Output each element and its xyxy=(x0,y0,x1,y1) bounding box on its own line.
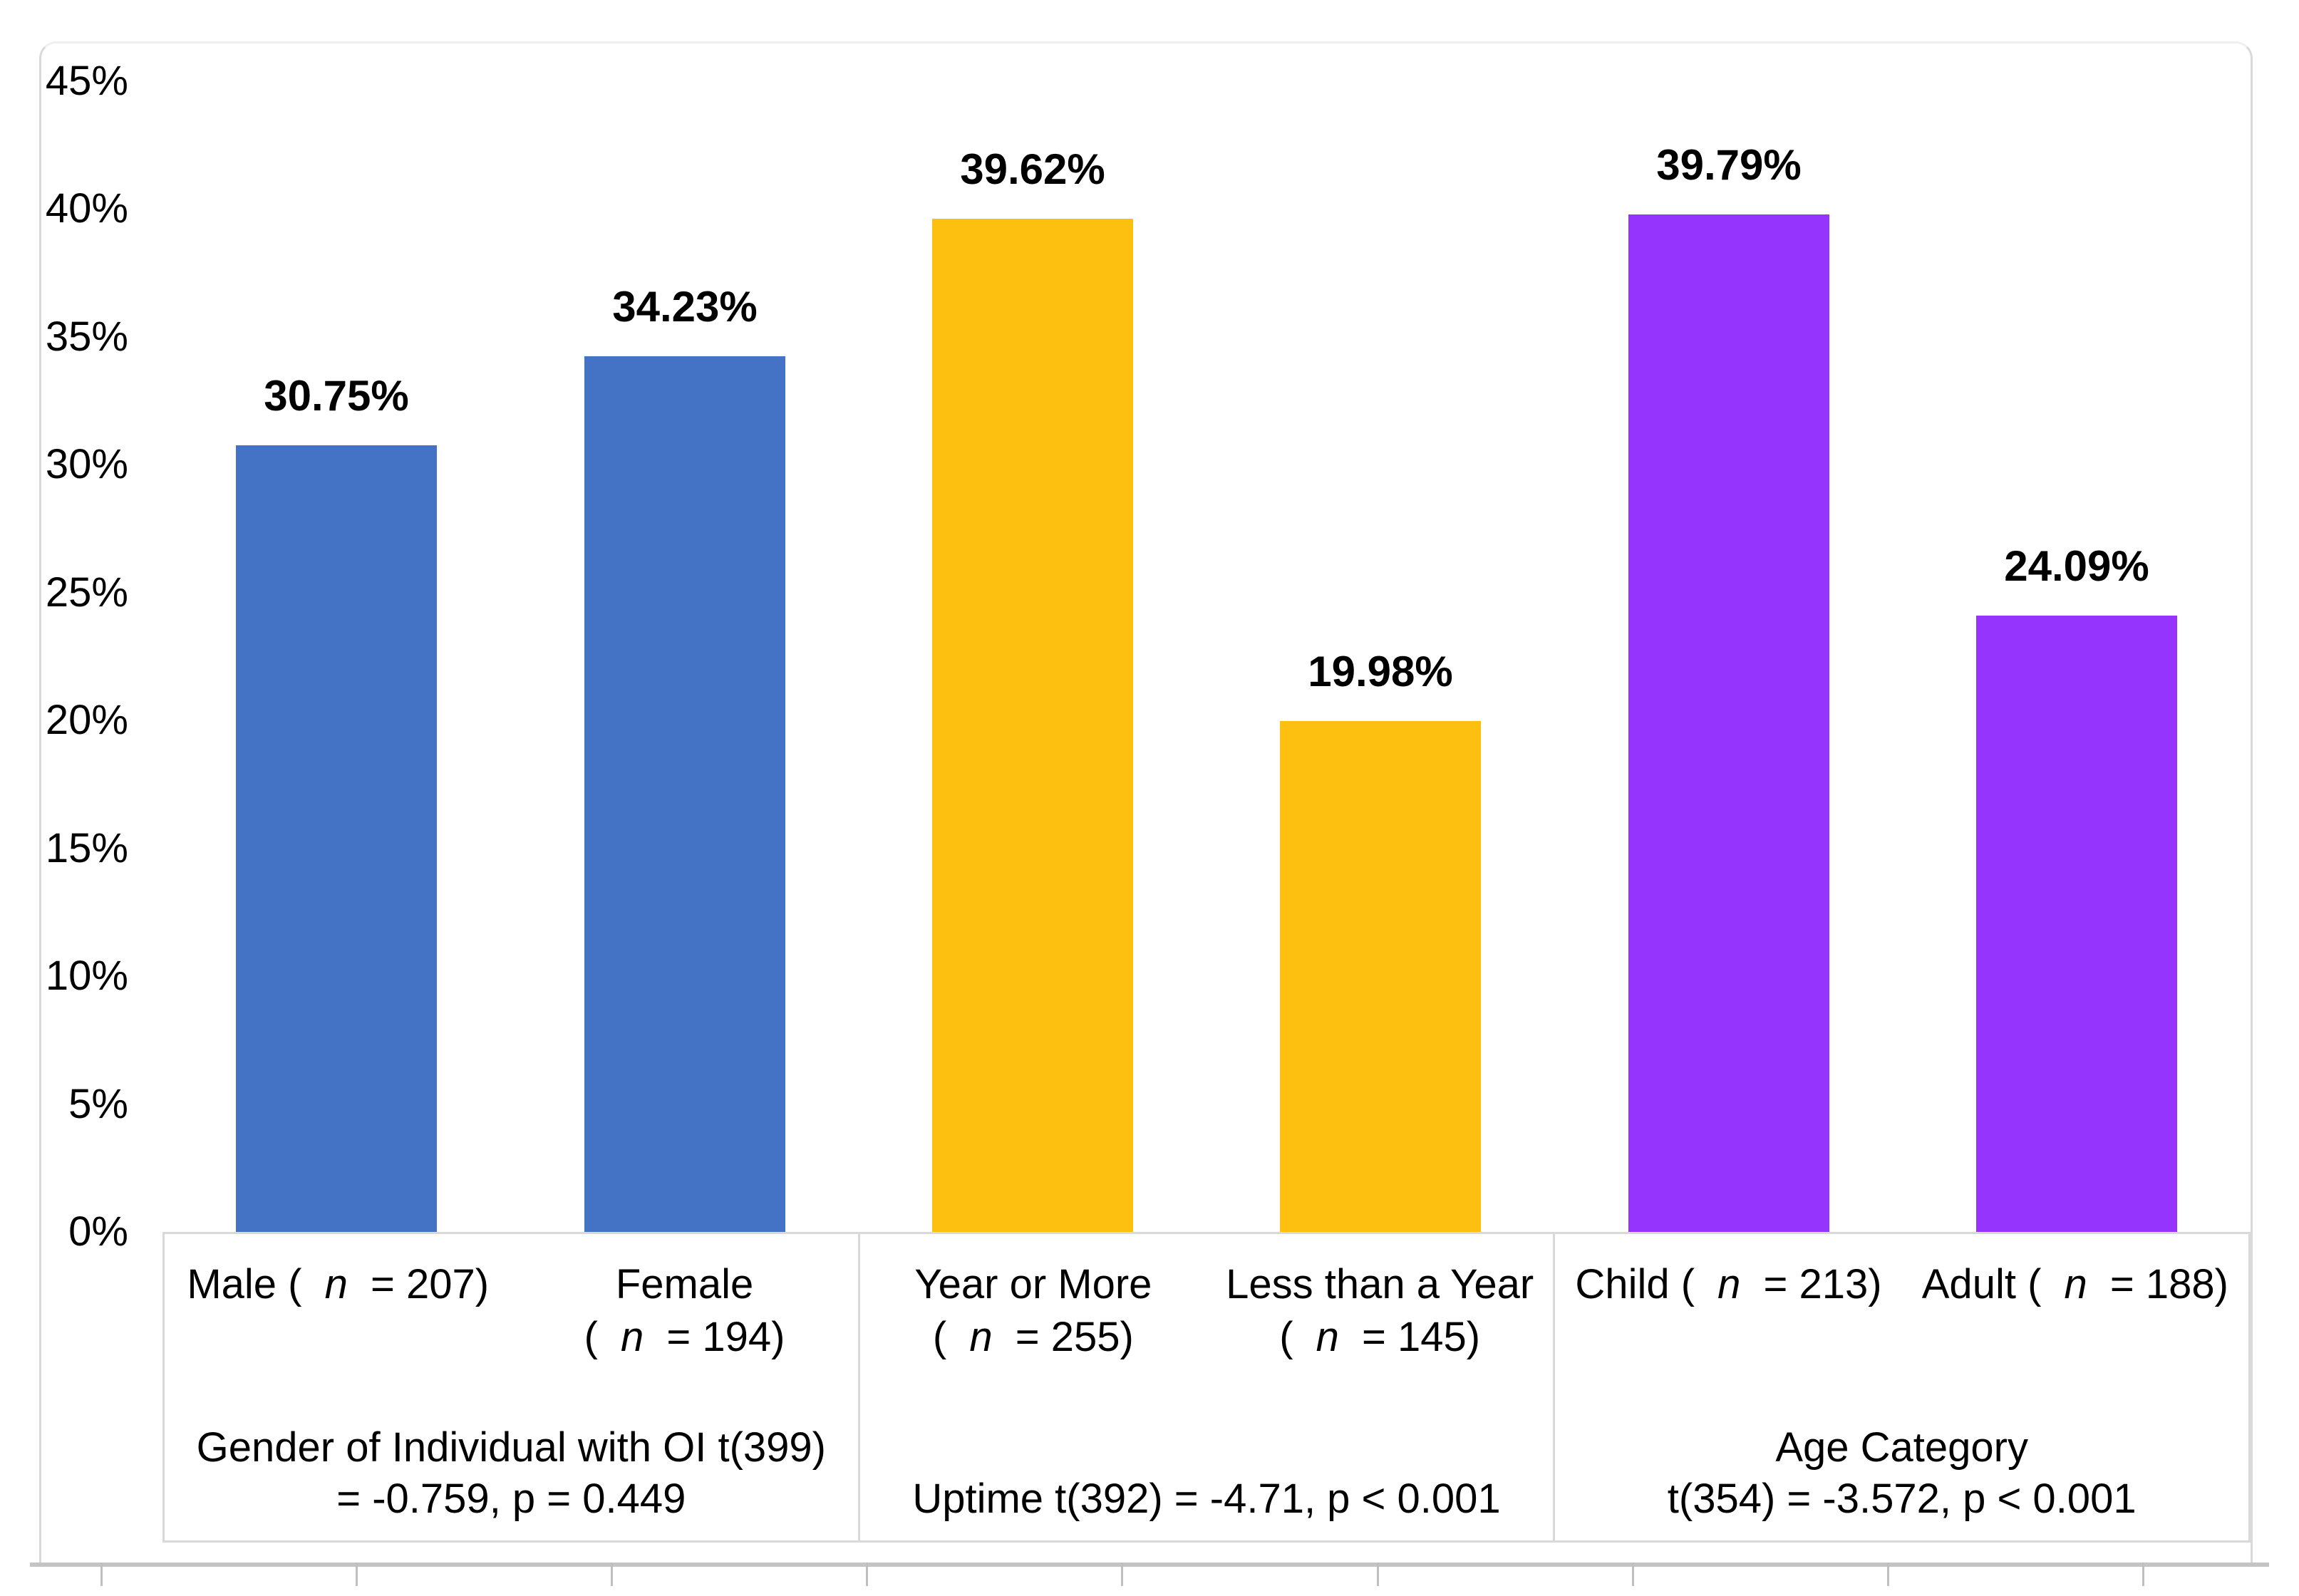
data-label-child-n-213: 39.79% xyxy=(1656,141,1802,189)
group-title-gender-of-individual-wit: Gender of Individual with OI t(399) = -0.… xyxy=(196,1424,826,1522)
bar-male-n-207 xyxy=(236,445,437,1232)
y-axis-label-45pct: 45% xyxy=(45,57,128,104)
bar-female xyxy=(584,356,785,1232)
data-label-male-n-207: 30.75% xyxy=(264,372,409,420)
italic-n: n xyxy=(324,1261,348,1307)
category-labels-row: Year or More( n = 255) Less than a Year( … xyxy=(860,1234,1554,1364)
y-axis-label-30pct: 30% xyxy=(45,441,128,487)
x-axis-tick xyxy=(1121,1563,1123,1586)
x-axis-tick xyxy=(611,1563,613,1586)
group-title-uptime-t-392-4-71-p-0-00: Uptime t(392) = -4.71, p < 0.001 xyxy=(912,1476,1501,1522)
y-axis-label-10pct: 10% xyxy=(45,953,128,999)
category-labels-row: Child ( n = 213) Adult ( n = 188) xyxy=(1555,1234,2248,1311)
group-cell-age-category: Child ( n = 213) Adult ( n = 188) Age Cate… xyxy=(1555,1234,2248,1540)
italic-n: n xyxy=(1316,1314,1339,1360)
data-label-year-or-more: 39.62% xyxy=(960,145,1105,193)
x-axis-tick xyxy=(2142,1563,2144,1586)
group-title-age-category: Age Category t(354) = -3.572, p < 0.001 xyxy=(1667,1424,2137,1522)
category-label-table: Male ( n = 207) Female( n = 194) Gender of… xyxy=(162,1232,2251,1543)
x-axis-tick xyxy=(1887,1563,1889,1586)
italic-n: n xyxy=(621,1314,644,1360)
category-label-less-than-a-year: Less than a Year( n = 145) xyxy=(1226,1261,1534,1360)
bar-child-n-213 xyxy=(1628,214,1829,1232)
y-axis-label-5pct: 5% xyxy=(68,1080,128,1127)
data-label-less-than-a-year: 19.98% xyxy=(1308,648,1453,695)
y-axis-label-25pct: 25% xyxy=(45,569,128,616)
italic-n: n xyxy=(969,1314,993,1360)
group-cell-gender-of-individual-wit: Male ( n = 207) Female( n = 194) Gender of… xyxy=(165,1234,860,1540)
y-axis-label-0pct: 0% xyxy=(68,1208,128,1255)
category-label-year-or-more: Year or More( n = 255) xyxy=(914,1261,1152,1360)
italic-n: n xyxy=(1717,1261,1741,1307)
bar-less-than-a-year xyxy=(1280,721,1481,1232)
italic-n: n xyxy=(2064,1261,2087,1307)
category-label-adult-n-188: Adult ( n = 188) xyxy=(1921,1261,2228,1307)
x-axis-tick xyxy=(1632,1563,1634,1586)
y-axis-label-40pct: 40% xyxy=(45,185,128,232)
data-label-female: 34.23% xyxy=(612,283,758,331)
y-axis-tick-labels: 0% 5% 10% 15% 20% 25% 30% 35% 40% 45% xyxy=(0,0,128,1596)
x-axis-line xyxy=(30,1563,2269,1567)
bar-adult-n-188 xyxy=(1976,616,2177,1232)
x-axis-tick xyxy=(356,1563,358,1586)
category-label-female: Female( n = 194) xyxy=(584,1261,785,1360)
group-cell-uptime-t-392-4-71-p-0-00: Year or More( n = 255) Less than a Year( … xyxy=(860,1234,1556,1540)
x-axis-tick xyxy=(866,1563,868,1586)
x-axis-tick xyxy=(1377,1563,1379,1586)
x-axis-tick xyxy=(100,1563,103,1586)
y-axis-label-15pct: 15% xyxy=(45,824,128,871)
data-label-adult-n-188: 24.09% xyxy=(2004,542,2149,590)
bar-year-or-more xyxy=(932,219,1133,1232)
category-label-male-n-207: Male ( n = 207) xyxy=(187,1261,490,1307)
y-axis-label-35pct: 35% xyxy=(45,313,128,360)
y-axis-label-20pct: 20% xyxy=(45,697,128,743)
category-label-child-n-213: Child ( n = 213) xyxy=(1575,1261,1882,1307)
category-labels-row: Male ( n = 207) Female( n = 194) xyxy=(165,1234,858,1364)
